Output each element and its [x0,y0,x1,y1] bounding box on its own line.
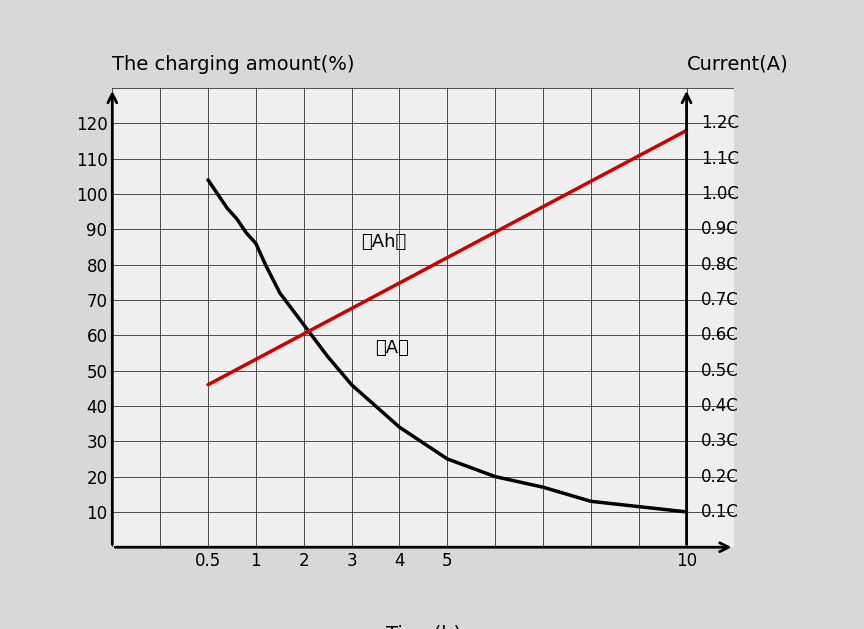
Text: （A）: （A） [376,339,410,357]
Text: 1.0C: 1.0C [701,185,739,203]
Text: Current(A): Current(A) [687,55,788,74]
Text: 0.7C: 0.7C [701,291,739,309]
Text: 0.3C: 0.3C [701,432,739,450]
Text: The charging amount(%): The charging amount(%) [112,55,355,74]
Text: 0.6C: 0.6C [701,326,739,344]
Text: Time(h): Time(h) [386,625,461,629]
Text: 0.4C: 0.4C [701,397,739,415]
Text: 1.2C: 1.2C [701,114,739,132]
Text: 1.1C: 1.1C [701,150,739,168]
Text: 0.1C: 0.1C [701,503,739,521]
Text: 0.9C: 0.9C [701,220,739,238]
Text: 0.8C: 0.8C [701,255,739,274]
Text: （Ah）: （Ah） [361,233,406,251]
Text: 0.5C: 0.5C [701,362,739,380]
Text: 0.2C: 0.2C [701,467,739,486]
